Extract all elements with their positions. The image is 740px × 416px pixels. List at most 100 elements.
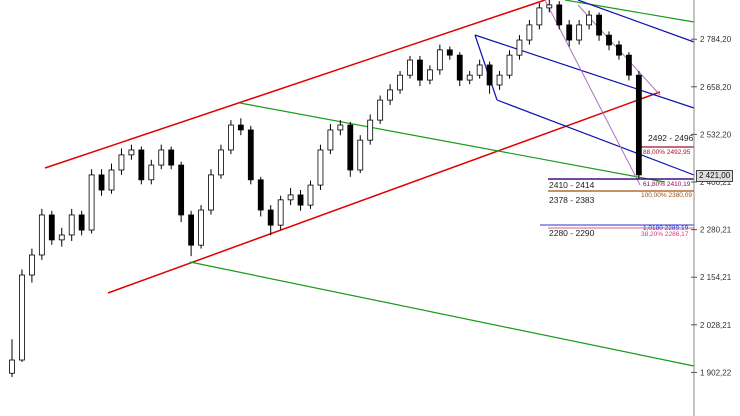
candle (247, 125, 254, 185)
candle-body (118, 154, 125, 171)
candle-body (397, 74, 403, 91)
y-tick-label: 2 280,21 (700, 226, 732, 235)
candle (277, 195, 284, 230)
fib-label: 1,0180 2289,19 (643, 225, 689, 232)
candle-body (58, 234, 65, 241)
blue-line-low[interactable] (496, 99, 695, 176)
candle (98, 169, 105, 196)
candle-body (635, 74, 642, 176)
candle-body (198, 209, 204, 246)
candle (267, 205, 274, 236)
candles (9, 0, 642, 378)
candle-body (128, 149, 135, 156)
blue-line-mid[interactable] (474, 34, 695, 109)
y-tick-label: 1 902,22 (700, 368, 732, 377)
channel-lower-line[interactable] (107, 91, 661, 294)
candle (516, 35, 523, 60)
candle-body (48, 214, 55, 241)
candle (317, 144, 324, 191)
candle-body (486, 64, 493, 86)
candle (417, 55, 423, 87)
blue-line-connector[interactable] (474, 34, 498, 101)
candle-body (78, 214, 85, 231)
candle-body (267, 209, 274, 226)
candle-body (347, 124, 354, 171)
candle-body (277, 199, 284, 226)
candle (148, 159, 155, 185)
candle (397, 71, 403, 94)
candle-body (148, 164, 155, 181)
candle-body (596, 14, 602, 36)
y-tick-label: 2 532,20 (700, 130, 732, 139)
candle-body (506, 54, 513, 76)
y-tick-label: 2 154,21 (700, 273, 732, 282)
candle-body (516, 39, 523, 56)
candle (466, 71, 473, 85)
last-price-badge: 2 421,00 (696, 170, 734, 182)
candle (377, 95, 384, 124)
candle (536, 3, 543, 30)
candle-body (158, 149, 165, 166)
zone-label: 2492 - 2496 (648, 133, 694, 143)
candle-body (108, 169, 115, 191)
y-tick-label: 2 028,21 (700, 321, 732, 330)
candle-body (208, 174, 214, 211)
zone-label: 2280 - 2290 (549, 228, 595, 238)
candle-body (88, 174, 95, 231)
candle (158, 144, 165, 170)
candle-body (586, 14, 592, 26)
candle-body (426, 69, 433, 81)
candle (367, 114, 374, 145)
candle-body (377, 99, 384, 121)
candle-body (466, 74, 473, 81)
candle-body (536, 7, 543, 26)
candle-body (436, 49, 443, 71)
candle-body (317, 149, 324, 186)
green-line-lower[interactable] (189, 261, 695, 367)
zone-label: 2378 - 2383 (549, 195, 595, 205)
candle (357, 135, 364, 174)
candle (58, 227, 65, 247)
candle-body (98, 174, 105, 191)
zone-label: 2410 - 2414 (549, 180, 595, 190)
purple-line-1[interactable] (544, 0, 641, 186)
blue-line-top[interactable] (577, 0, 695, 43)
candle-body (476, 64, 483, 76)
trendlines (44, 0, 695, 367)
green-line-mid[interactable] (239, 102, 666, 183)
candle-body (496, 74, 503, 86)
candle (616, 40, 622, 60)
candle (337, 120, 344, 136)
candle-body (168, 149, 175, 166)
candle (586, 10, 592, 30)
candle (446, 46, 453, 60)
candle-body (407, 59, 413, 76)
candle (108, 163, 115, 194)
candle (88, 169, 95, 234)
candle (426, 65, 433, 85)
candle-body (307, 184, 314, 206)
candle (476, 59, 483, 79)
candle (556, 1, 563, 30)
candle (606, 31, 612, 51)
candle-body (287, 194, 294, 201)
candle-body (566, 24, 573, 41)
candle (307, 180, 314, 209)
candle-body (576, 24, 583, 41)
candle (218, 144, 224, 179)
candle (178, 161, 185, 223)
candle-body (38, 214, 45, 256)
candle (496, 71, 503, 90)
candle (168, 146, 175, 170)
candle (387, 84, 394, 106)
candle (506, 50, 513, 79)
candle-body (227, 124, 234, 151)
candle-body (247, 129, 254, 181)
candle (566, 20, 573, 47)
y-tick-label: 2 784,20 (700, 35, 732, 44)
candle (257, 176, 264, 217)
candle-body (237, 124, 244, 131)
candle-body (218, 149, 224, 176)
candle (138, 146, 145, 185)
channel-upper-line[interactable] (44, 0, 546, 169)
